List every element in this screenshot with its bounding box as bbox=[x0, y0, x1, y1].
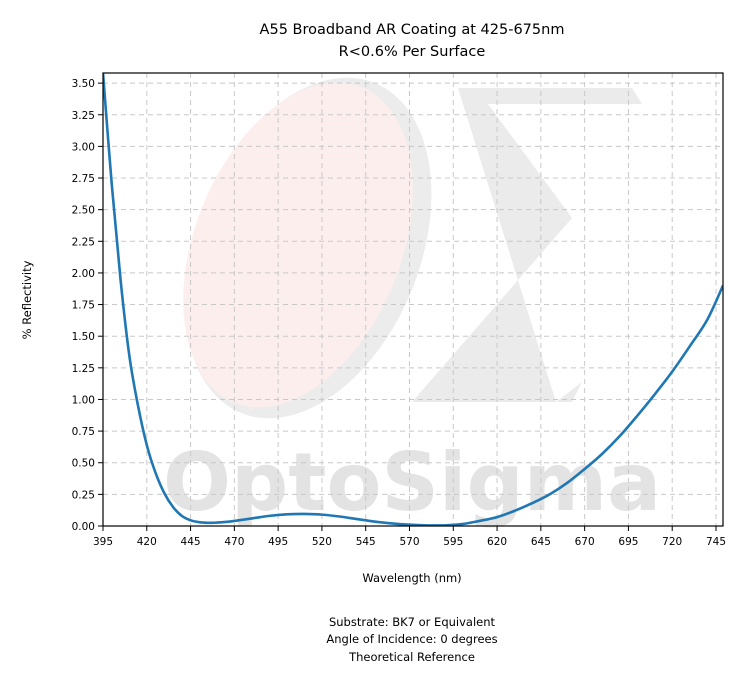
y-tick-label: 0.50 bbox=[72, 458, 95, 470]
y-axis-title: % Reflectivity bbox=[20, 260, 34, 339]
x-tick-label: 420 bbox=[137, 536, 157, 548]
x-tick-label: 470 bbox=[224, 536, 244, 548]
y-tick-label: 2.25 bbox=[72, 236, 95, 248]
note-reference: Theoretical Reference bbox=[348, 650, 475, 664]
y-tick-label: 1.75 bbox=[72, 300, 95, 312]
x-tick-label: 445 bbox=[181, 536, 201, 548]
ticks: 395 420 445 470 495 520 545 570 595 620 645 670 695 7… bbox=[72, 78, 726, 548]
y-tick-label: 1.25 bbox=[72, 363, 95, 375]
chart-title: A55 Broadband AR Coating at 425-675nm bbox=[260, 22, 565, 38]
x-tick-label: 495 bbox=[268, 536, 288, 548]
note-substrate: Substrate: BK7 or Equivalent bbox=[329, 615, 496, 629]
chart-subtitle: R<0.6% Per Surface bbox=[339, 44, 486, 60]
x-axis-title: Wavelength (nm) bbox=[362, 571, 461, 585]
x-tick-label: 545 bbox=[356, 536, 376, 548]
y-tick-label: 1.50 bbox=[72, 331, 95, 343]
series-layer bbox=[103, 73, 723, 526]
x-tick-label: 745 bbox=[706, 536, 726, 548]
x-tick-label: 720 bbox=[662, 536, 682, 548]
note-angle: Angle of Incidence: 0 degrees bbox=[326, 632, 497, 646]
watermark-text: OptoSigma bbox=[163, 436, 661, 529]
y-tick-label: 3.00 bbox=[72, 141, 95, 153]
series-line-0 bbox=[103, 73, 723, 526]
x-tick-label: 670 bbox=[575, 536, 595, 548]
y-tick-label: 2.50 bbox=[72, 205, 95, 217]
y-tick-label: 3.25 bbox=[72, 110, 95, 122]
y-tick-label: 2.00 bbox=[72, 268, 95, 280]
x-tick-label: 570 bbox=[399, 536, 419, 548]
y-tick-label: 0.00 bbox=[72, 521, 95, 533]
y-tick-label: 0.25 bbox=[72, 489, 95, 501]
y-tick-label: 3.50 bbox=[72, 78, 95, 90]
x-tick-label: 645 bbox=[531, 536, 551, 548]
x-tick-label: 620 bbox=[487, 536, 507, 548]
y-tick-label: 0.75 bbox=[72, 426, 95, 438]
x-tick-label: 520 bbox=[312, 536, 332, 548]
plot-frame bbox=[102, 72, 724, 527]
x-tick-label: 695 bbox=[618, 536, 638, 548]
x-tick-label: 395 bbox=[93, 536, 113, 548]
x-tick-label: 595 bbox=[443, 536, 463, 548]
watermark-logo: OptoSigma bbox=[163, 77, 661, 529]
y-tick-label: 1.00 bbox=[72, 394, 95, 406]
y-tick-label: 2.75 bbox=[72, 173, 95, 185]
